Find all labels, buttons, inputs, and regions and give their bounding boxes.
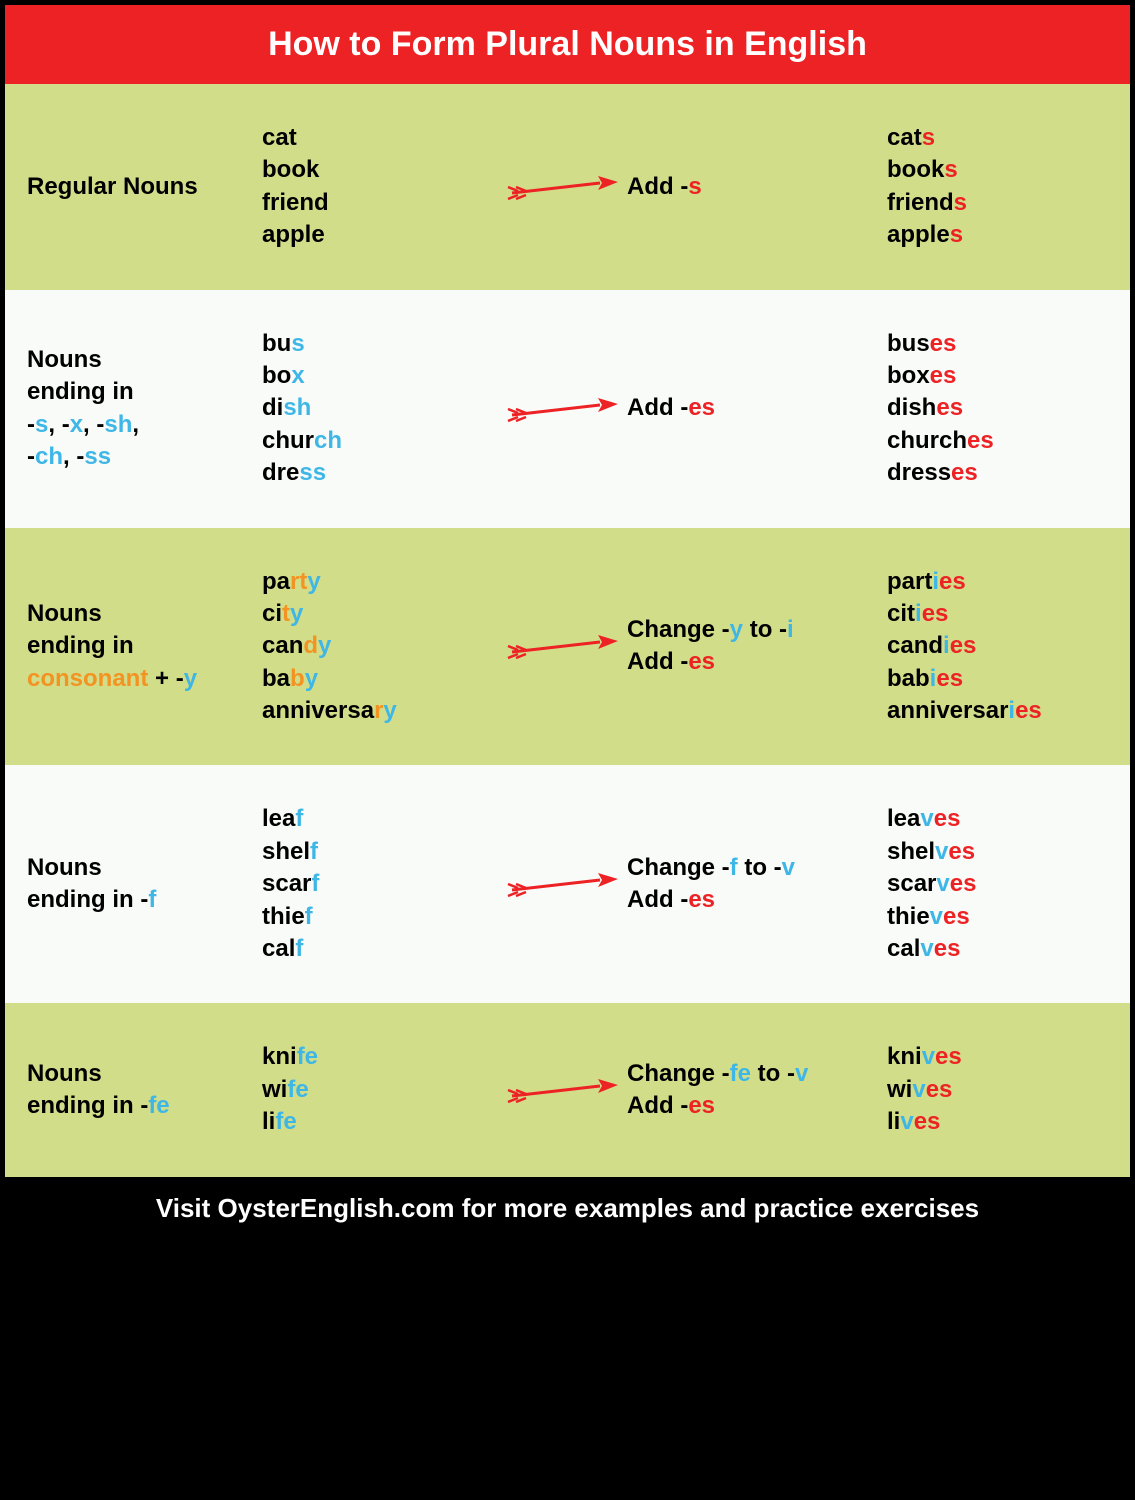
plural-words: partiescitiescandiesbabiesanniversaries [887, 566, 1108, 728]
rule-text: Change -fe to -vAdd -es [627, 1058, 887, 1123]
rule-row: Nounsending in -feknifewifelife Change -f… [5, 1003, 1130, 1176]
arrow-cell [492, 866, 627, 902]
category-label: Regular Nouns [27, 171, 262, 203]
plural-words: kniveswiveslives [887, 1041, 1108, 1138]
arrow-cell [492, 169, 627, 205]
arrow-cell [492, 391, 627, 427]
example-words: knifewifelife [262, 1041, 492, 1138]
arrow-icon [500, 391, 620, 427]
rule-row: Nounsending in-s, -x, -sh,-ch, -ssbusbox… [5, 290, 1130, 528]
category-label: Nounsending in -f [27, 852, 262, 917]
plural-words: leavesshelvesscarvesthievescalves [887, 803, 1108, 965]
arrow-icon [500, 628, 620, 664]
plural-words: busesboxesdisheschurchesdresses [887, 328, 1108, 490]
rule-text: Change -f to -vAdd -es [627, 852, 887, 917]
rule-row: Nounsending in -fleafshelfscarfthiefcalf… [5, 765, 1130, 1003]
arrow-icon [500, 169, 620, 205]
example-words: catbookfriendapple [262, 122, 492, 252]
plural-words: catsbooksfriendsapples [887, 122, 1108, 252]
rule-row: Regular Nounscatbookfriendapple Add -scat… [5, 84, 1130, 290]
arrow-icon [500, 866, 620, 902]
rules-table: Regular Nounscatbookfriendapple Add -scat… [5, 84, 1130, 1177]
category-label: Nounsending in -fe [27, 1058, 262, 1123]
category-label: Nounsending inconsonant + -y [27, 598, 262, 695]
page-title: How to Form Plural Nouns in English [5, 5, 1130, 84]
example-words: leafshelfscarfthiefcalf [262, 803, 492, 965]
arrow-cell [492, 1072, 627, 1108]
example-words: partycitycandybabyanniversary [262, 566, 492, 728]
rule-text: Add -s [627, 171, 887, 203]
example-words: busboxdishchurchdress [262, 328, 492, 490]
category-label: Nounsending in-s, -x, -sh,-ch, -ss [27, 344, 262, 474]
rule-text: Add -es [627, 392, 887, 424]
footer-text: Visit OysterEnglish.com for more example… [5, 1177, 1130, 1240]
rule-text: Change -y to -iAdd -es [627, 614, 887, 679]
arrow-cell [492, 628, 627, 664]
arrow-icon [500, 1072, 620, 1108]
rule-row: Nounsending inconsonant + -ypartycitycan… [5, 528, 1130, 766]
